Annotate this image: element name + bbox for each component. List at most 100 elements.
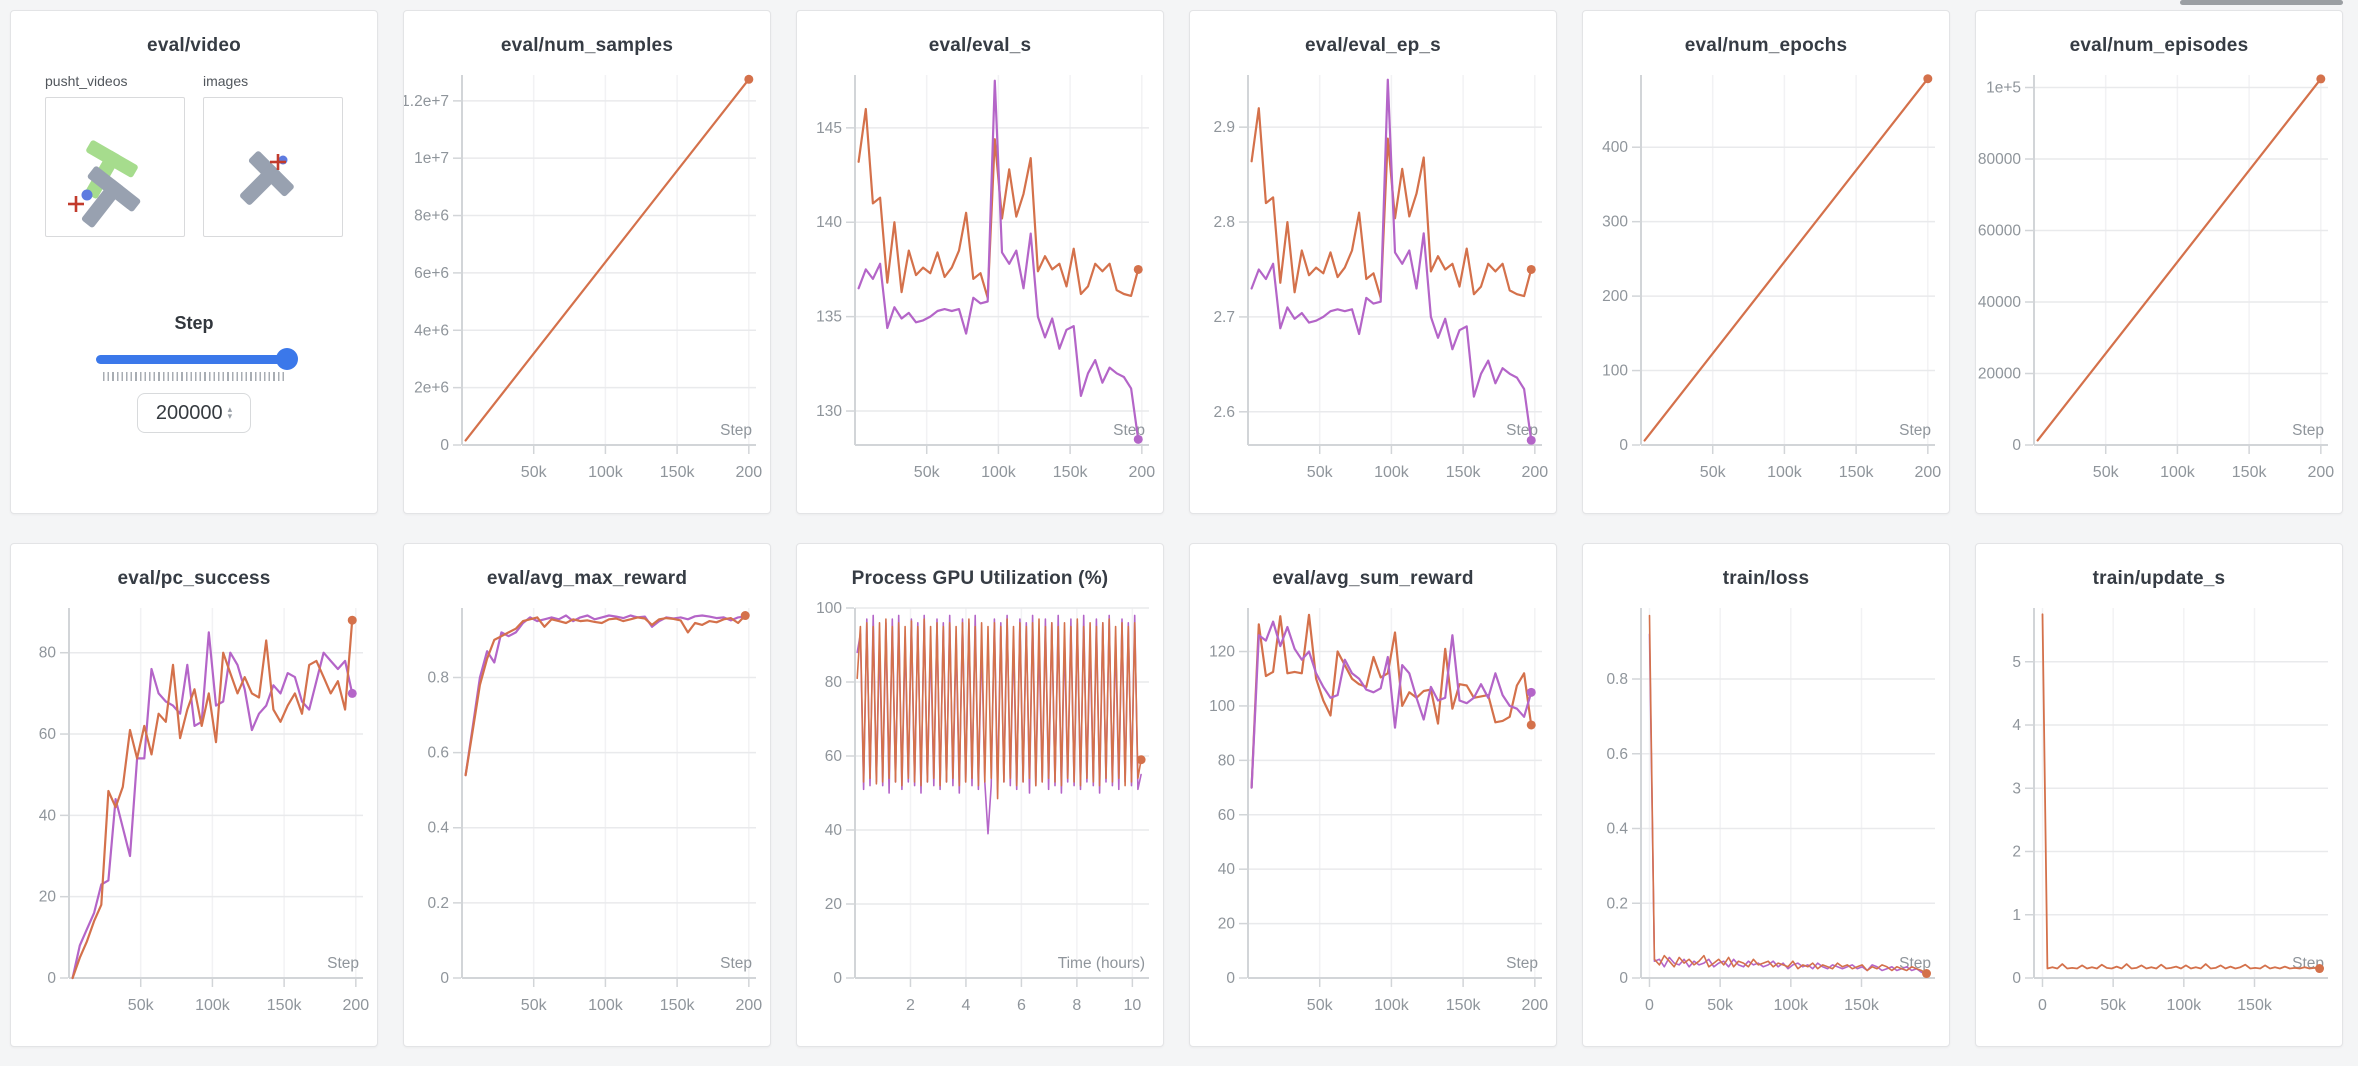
svg-text:4e+6: 4e+6 [414,322,449,339]
svg-text:50k: 50k [1307,464,1334,481]
step-input[interactable]: 200000 ▴ ▾ [137,393,251,433]
images-scene [240,151,294,205]
svg-text:1.2e+7: 1.2e+7 [404,93,449,110]
media-row: pusht_videos [11,73,377,237]
panel-eval-num-samples: eval/num_samples 0 2e+6 4e+6 6e+6 8e+6 1e+7 1.… [403,10,771,514]
panel-title: eval/num_samples [500,35,674,56]
svg-text:0: 0 [2012,970,2021,987]
media-images: images [203,73,343,237]
svg-text:0: 0 [440,970,449,987]
svg-text:200: 200 [1914,464,1941,481]
svg-text:200: 200 [1521,464,1548,481]
svg-text:8: 8 [1072,997,1081,1014]
svg-text:10: 10 [1123,997,1141,1014]
media-label: pusht_videos [45,73,128,89]
svg-text:20: 20 [1218,916,1236,933]
svg-text:200: 200 [735,464,762,481]
svg-text:1: 1 [2012,907,2021,924]
svg-text:0: 0 [2012,437,2021,454]
svg-text:60: 60 [1218,807,1236,824]
video-thumbnail-pusht[interactable] [45,97,185,237]
svg-text:150k: 150k [660,464,696,481]
svg-text:150k: 150k [2237,997,2273,1014]
svg-text:150k: 150k [267,997,303,1014]
svg-text:200: 200 [1128,464,1155,481]
chart-process-gpu-utilization[interactable]: 0 20 40 60 80 100 2 4 6 8 10 Time (hours) [797,598,1164,1028]
svg-text:0.8: 0.8 [1606,671,1628,688]
svg-text:0.2: 0.2 [427,895,449,912]
svg-text:6e+6: 6e+6 [414,265,449,282]
svg-text:Step: Step [720,422,752,439]
svg-text:80: 80 [825,674,843,691]
chart-eval-avg-max-reward[interactable]: 0 0.2 0.4 0.6 0.8 50k 100k 150k 200 Step [404,598,771,1028]
chart-eval-num-samples[interactable]: 0 2e+6 4e+6 6e+6 8e+6 1e+7 1.2e+7 50k 100k 150k 20… [404,65,771,495]
svg-text:6: 6 [1017,997,1026,1014]
video-thumbnail-images[interactable] [203,97,343,237]
svg-text:0: 0 [1619,970,1628,987]
panel-title: train/loss [1722,568,1810,589]
svg-text:140: 140 [816,214,842,231]
stepper-arrows-icon[interactable]: ▴ ▾ [227,404,233,421]
svg-text:400: 400 [1602,139,1628,156]
svg-text:150k: 150k [1446,997,1482,1014]
svg-text:100k: 100k [1767,464,1803,481]
pusht-scene [68,140,141,228]
svg-text:Step: Step [720,955,752,972]
step-slider[interactable] [96,348,298,370]
svg-text:20: 20 [825,896,843,913]
svg-text:2.6: 2.6 [1213,404,1235,421]
media-label: images [203,73,249,89]
svg-text:100k: 100k [588,997,624,1014]
panel-eval-pc-success: eval/pc_success 0 20 40 60 80 50k 100k 150k 200 S… [10,543,378,1047]
goal-cross [68,196,84,212]
svg-text:Step: Step [327,955,359,972]
panel-title: eval/pc_success [117,568,271,589]
svg-text:100k: 100k [981,464,1017,481]
panel-train-update-s: train/update_s 0 1 2 3 4 5 0 50k 100k 150k Step [1975,543,2343,1047]
svg-text:100k: 100k [588,464,624,481]
svg-text:2.7: 2.7 [1213,309,1235,326]
chart-eval-num-episodes[interactable]: 0 20000 40000 60000 80000 1e+5 50k 100k 150k 200 S… [1976,65,2343,495]
panel-eval-eval-s: eval/eval_s 130 135 140 145 50k 100k 150k 200 St… [796,10,1164,514]
svg-text:200: 200 [735,997,762,1014]
panel-train-loss: train/loss 0 0.2 0.4 0.6 0.8 0 50k 100k 150k Step [1582,543,1950,1047]
svg-text:50k: 50k [521,997,548,1014]
panel-title: eval/eval_ep_s [1305,35,1441,56]
svg-text:50k: 50k [1307,997,1334,1014]
svg-text:2: 2 [2012,844,2021,861]
panel-eval-avg-sum-reward: eval/avg_sum_reward 0 20 40 60 80 100 120 50k 10… [1189,543,1557,1047]
horizontal-scrollbar-thumb[interactable] [2180,0,2343,5]
panel-title: eval/num_episodes [2069,35,2249,56]
panel-eval-num-epochs: eval/num_epochs 0 100 200 300 400 50k 100k 150k… [1582,10,1950,514]
slider-track[interactable] [96,355,292,364]
chart-eval-avg-sum-reward[interactable]: 0 20 40 60 80 100 120 50k 100k 150k 200 Step [1190,598,1557,1028]
svg-text:0: 0 [1226,970,1235,987]
svg-text:8e+6: 8e+6 [414,208,449,225]
svg-text:0.2: 0.2 [1606,895,1628,912]
panel-title: train/update_s [2092,568,2226,589]
svg-text:0.4: 0.4 [427,820,449,837]
slider-tick-marks [103,372,285,381]
svg-text:80: 80 [39,645,57,662]
svg-text:2.8: 2.8 [1213,214,1235,231]
svg-text:0: 0 [1619,437,1628,454]
panel-eval-num-episodes: eval/num_episodes 0 20000 40000 60000 80000 1… [1975,10,2343,514]
svg-text:3: 3 [2012,780,2021,797]
svg-text:130: 130 [816,403,842,420]
chart-eval-num-epochs[interactable]: 0 100 200 300 400 50k 100k 150k 200 Step [1583,65,1950,495]
panel-title: eval/num_epochs [1684,35,1848,56]
agent-dot [81,189,93,201]
svg-text:145: 145 [816,120,842,137]
svg-text:100k: 100k [2166,997,2202,1014]
svg-text:0.6: 0.6 [427,745,449,762]
svg-text:0: 0 [1645,997,1654,1014]
slider-thumb[interactable] [276,348,298,370]
panel-title: eval/avg_max_reward [486,568,688,589]
chart-eval-pc-success[interactable]: 0 20 40 60 80 50k 100k 150k 200 Step [11,598,378,1028]
step-input-value: 200000 [155,401,223,424]
svg-text:100: 100 [816,600,842,617]
